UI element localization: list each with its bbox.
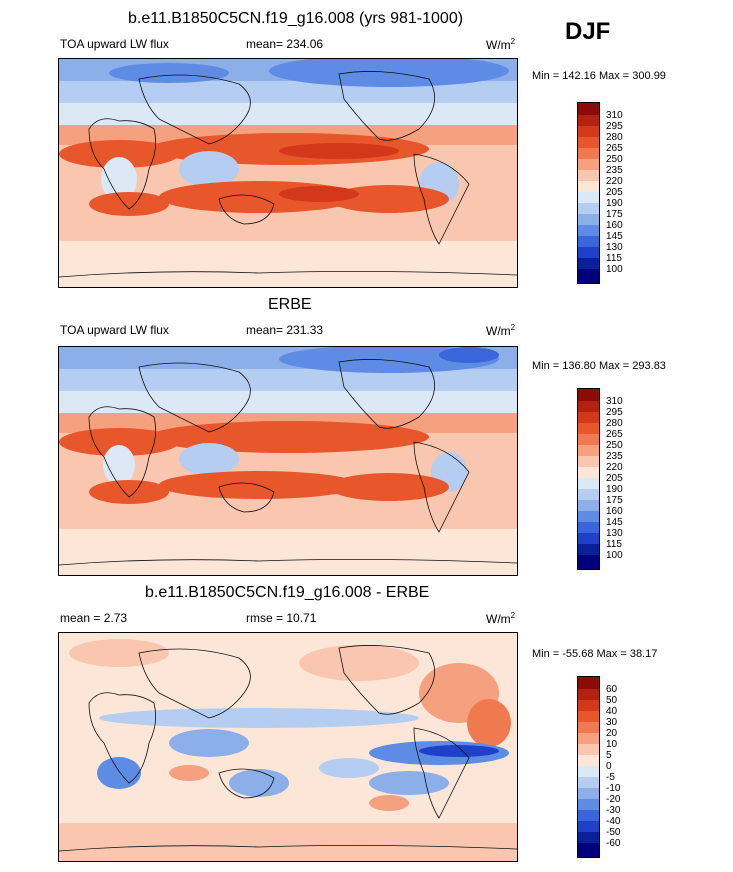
panel2-level-label: 175 [606, 495, 623, 506]
panel1-level-label: 235 [606, 165, 623, 176]
panel3-level-label: 5 [606, 750, 612, 761]
panel2-level-label: 220 [606, 462, 623, 473]
panel2-map [58, 346, 518, 576]
panel1-level-label: 250 [606, 154, 623, 165]
panel1-level-label: 145 [606, 231, 623, 242]
panel3-level-label: -5 [606, 772, 615, 783]
panel2-level-label: 250 [606, 440, 623, 451]
panel3-level-label: 40 [606, 706, 618, 717]
panel2-level-label: 130 [606, 528, 623, 539]
panel2-level-label: 295 [606, 407, 623, 418]
panel1-level-label: 160 [606, 220, 623, 231]
panel1-level-label: 265 [606, 143, 623, 154]
panel3-level-label: 20 [606, 728, 618, 739]
panel1-level-label: 175 [606, 209, 623, 220]
panel3-title: b.e11.B1850C5CN.f19_g16.008 - ERBE [145, 584, 430, 601]
panel1-colorbar [577, 102, 600, 284]
panel3-colorbar [577, 676, 600, 858]
panel1-level-label: 190 [606, 198, 623, 209]
panel2-units: W/m2 [486, 323, 516, 338]
panel2-level-label: 145 [606, 517, 623, 528]
panel2-mean: mean= 231.33 [246, 323, 324, 337]
panel3-level-label: 30 [606, 717, 618, 728]
panel3-level-label: -50 [606, 827, 621, 838]
panel2-level-label: 265 [606, 429, 623, 440]
panel2-level-label: 115 [606, 539, 622, 550]
panel1-field-label: TOA upward LW flux [60, 37, 169, 51]
panel1-level-label: 220 [606, 176, 623, 187]
panel3-level-label: 10 [606, 739, 618, 750]
panel3-rmse: rmse = 10.71 [246, 611, 317, 625]
panel3-map [58, 632, 518, 862]
panel3-mean: mean = 2.73 [60, 611, 128, 625]
panel1-title: b.e11.B1850C5CN.f19_g16.008 (yrs 981-100… [128, 10, 464, 27]
panel1-minmax: Min = 142.16 Max = 300.99 [532, 70, 666, 82]
panel1-level-label: 295 [606, 121, 623, 132]
panel3-level-label: -60 [606, 838, 621, 849]
panel1-level-label: 115 [606, 253, 622, 264]
panel2-title: ERBE [268, 296, 312, 313]
panel1-level-label: 310 [606, 110, 623, 121]
panel2-level-label: 310 [606, 396, 623, 407]
panel1-mean: mean= 234.06 [246, 37, 324, 51]
panel3-level-label: 50 [606, 695, 618, 706]
panel1-map [58, 58, 518, 288]
panel1-level-label: 280 [606, 132, 623, 143]
panel3-level-label: -20 [606, 794, 621, 805]
panel1-level-label: 205 [606, 187, 623, 198]
panel3-minmax: Min = -55.68 Max = 38.17 [532, 648, 658, 660]
panel3-level-label: -10 [606, 783, 621, 794]
panel2-field-label: TOA upward LW flux [60, 323, 169, 337]
panel3-level-label: -40 [606, 816, 621, 827]
panel2-minmax: Min = 136.80 Max = 293.83 [532, 360, 666, 372]
panel2-colorbar [577, 388, 600, 570]
panel1-level-label: 130 [606, 242, 623, 253]
panel2-level-label: 100 [606, 550, 623, 561]
panel2-level-label: 235 [606, 451, 623, 462]
panel2-level-label: 205 [606, 473, 623, 484]
panel1-level-label: 100 [606, 264, 623, 275]
panel2-level-label: 190 [606, 484, 623, 495]
panel1-units: W/m2 [486, 37, 516, 52]
panel3-level-label: 60 [606, 684, 618, 695]
panel2-level-label: 160 [606, 506, 623, 517]
panel3-units: W/m2 [486, 611, 516, 626]
panel3-level-label: 0 [606, 761, 612, 772]
season-label: DJF [565, 18, 611, 45]
panel2-level-label: 280 [606, 418, 623, 429]
panel3-level-label: -30 [606, 805, 621, 816]
